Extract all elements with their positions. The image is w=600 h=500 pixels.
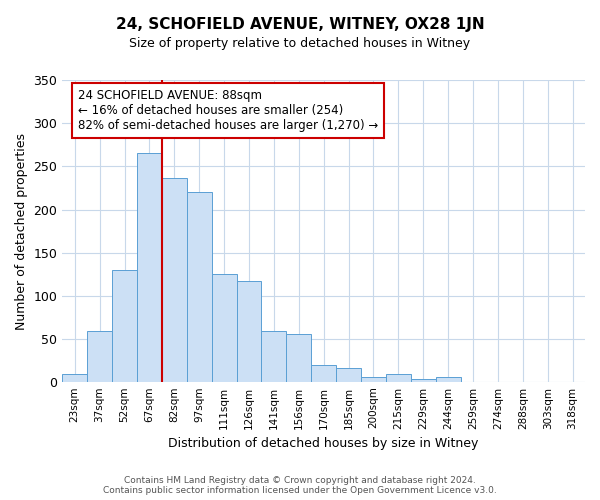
Text: Contains HM Land Registry data © Crown copyright and database right 2024.
Contai: Contains HM Land Registry data © Crown c… — [103, 476, 497, 495]
Bar — [137, 154, 162, 382]
Bar — [236, 282, 262, 382]
Bar — [187, 192, 212, 382]
Bar — [87, 330, 112, 382]
Y-axis label: Number of detached properties: Number of detached properties — [15, 132, 28, 330]
Bar — [262, 330, 286, 382]
Bar — [311, 365, 336, 382]
Bar — [361, 377, 386, 382]
X-axis label: Distribution of detached houses by size in Witney: Distribution of detached houses by size … — [169, 437, 479, 450]
Bar — [212, 274, 236, 382]
Text: 24 SCHOFIELD AVENUE: 88sqm
← 16% of detached houses are smaller (254)
82% of sem: 24 SCHOFIELD AVENUE: 88sqm ← 16% of deta… — [78, 89, 378, 132]
Bar — [286, 334, 311, 382]
Text: 24, SCHOFIELD AVENUE, WITNEY, OX28 1JN: 24, SCHOFIELD AVENUE, WITNEY, OX28 1JN — [116, 18, 484, 32]
Bar — [411, 379, 436, 382]
Bar — [336, 368, 361, 382]
Bar — [436, 377, 461, 382]
Bar — [62, 374, 87, 382]
Bar — [162, 178, 187, 382]
Bar — [112, 270, 137, 382]
Bar — [386, 374, 411, 382]
Text: Size of property relative to detached houses in Witney: Size of property relative to detached ho… — [130, 38, 470, 51]
